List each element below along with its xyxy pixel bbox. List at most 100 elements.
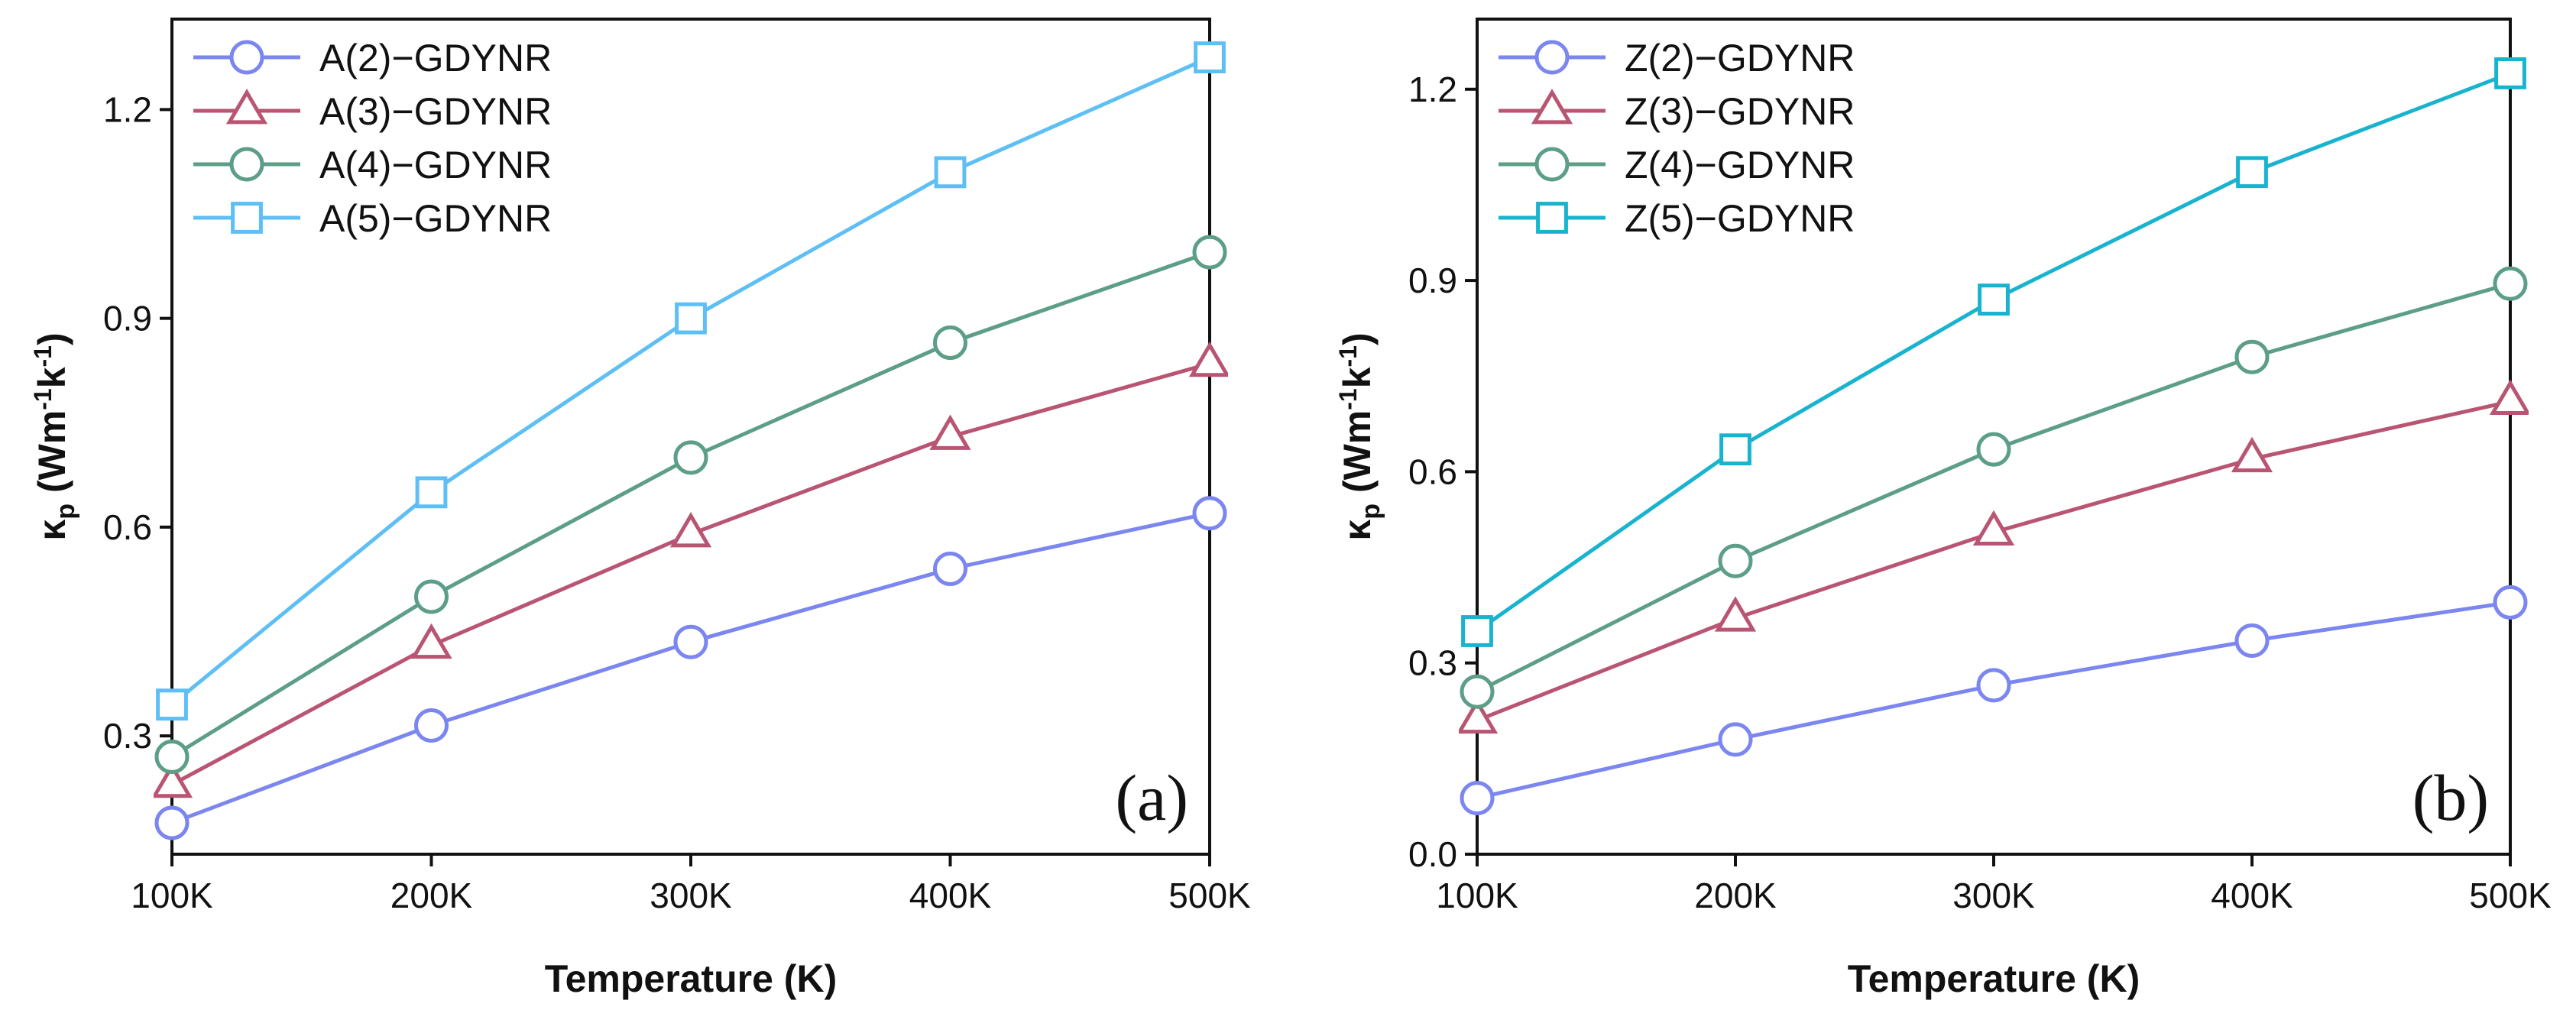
legend-marker [1534,147,1570,182]
data-point [2493,584,2528,620]
data-point [2494,57,2526,89]
data-point [1460,781,1495,816]
legend-label: Z(3)−GDYNR [1625,90,1855,133]
legend-label: A(2)−GDYNR [319,37,552,79]
y-axis-title: κp (Wm-1k-1) [29,332,80,540]
y-tick-label: 0.9 [103,299,152,338]
y-tick-label: 0.0 [1408,834,1457,874]
data-point [414,708,449,743]
x-tick-label: 500K [2469,876,2552,915]
y-axis-title-part: (Wm [1336,410,1379,504]
legend-marker [231,202,263,234]
y-axis-title-part: ) [31,332,73,345]
legend-label: A(5)−GDYNR [319,197,552,240]
x-tick-label: 400K [909,876,992,915]
y-tick-label: 1.2 [103,89,152,129]
data-point [1192,235,1227,270]
data-point [2234,339,2270,374]
y-axis-title-part: κ [31,520,73,541]
data-point [2493,266,2528,301]
data-point [1719,433,1751,466]
data-point [154,805,190,840]
x-tick-label: 400K [2211,876,2293,915]
data-point [2234,623,2270,658]
chart-panel-b: 100K 200K 300K 400K 500K 0.0 0.3 0.6 0.9 1.2 Tempe… [1334,18,2552,1000]
legend-label: Z(2)−GDYNR [1625,37,1855,79]
data-point [675,302,707,335]
x-tick-label: 500K [1168,876,1251,915]
legend-label: Z(4)−GDYNR [1625,144,1855,186]
panel-label: (b) [2412,761,2489,834]
legend-marker [229,40,264,75]
data-point [929,414,971,450]
y-tick-label: 0.3 [1408,643,1457,683]
x-tick-label: 300K [1952,876,2035,915]
x-tick-label: 100K [1436,876,1518,915]
data-point [415,476,448,509]
legend-marker [1534,40,1570,75]
y-axis-title-part: k [1336,367,1379,388]
data-point [2231,436,2273,473]
data-point [673,624,708,659]
data-point [934,156,967,189]
series-group [1459,57,2529,816]
legend-label: Z(5)−GDYNR [1625,197,1855,240]
legend: A(2)−GDYNR A(3)−GDYNR A(4)−GDYNR A(5)−GDYNR [193,37,552,240]
data-point [669,512,712,548]
data-point [1194,41,1226,73]
data-point [933,325,967,361]
legend-marker [225,89,268,125]
legend-marker [1536,202,1568,234]
data-point [2489,379,2529,415]
data-point [1718,543,1753,578]
legend-label: A(4)−GDYNR [319,144,552,186]
x-axis-title: Temperature (K) [1848,957,2140,1000]
data-point [154,762,193,798]
data-point [154,739,190,774]
y-tick-label: 1.2 [1408,70,1457,109]
series-line-4 [1476,281,2511,694]
y-axis-title-part: (Wm [31,410,73,504]
y-tick-label: 0.3 [103,716,152,756]
data-point [1976,432,2011,467]
data-point [414,579,449,614]
legend: Z(2)−GDYNR Z(3)−GDYNR Z(4)−GDYNR Z(5)−GDYNR [1499,37,1855,240]
y-tick-label: 0.6 [103,507,152,547]
y-tick-label: 0.6 [1408,452,1457,491]
y-axis-title-part: -1 [1334,388,1362,410]
y-axis-title-part: p [51,504,80,520]
x-tick-label: 300K [650,876,732,915]
data-point [1972,510,2015,546]
y-axis-title-part: -1 [29,345,57,367]
chart-panel-a: 100K 200K 300K 400K 500K 0.3 0.6 0.9 1.2 Temperat… [29,18,1251,1000]
data-point [1714,596,1757,632]
y-axis-title-part: -1 [29,388,57,410]
data-point [1188,341,1228,377]
data-point [156,688,188,721]
y-axis-title-part: p [1356,504,1385,520]
x-tick-label: 200K [390,876,473,915]
series-line-2 [171,511,1210,825]
data-point [933,552,967,587]
data-point [1459,698,1499,734]
x-axis-title: Temperature (K) [545,957,837,1000]
x-tick-label: 100K [131,876,213,915]
y-axis-title-part: κ [1336,520,1379,541]
y-axis-title-part: ) [1336,332,1379,345]
data-point [673,440,708,475]
x-tick-label: 200K [1694,876,1777,915]
panel-label: (a) [1116,761,1188,834]
y-axis-title-part: -1 [1334,345,1362,367]
data-point [1976,668,2011,703]
legend-marker [1531,89,1573,125]
data-point [1461,615,1493,647]
data-point [1460,674,1495,709]
data-point [2236,156,2268,189]
data-point [1192,496,1227,531]
series-line-3 [170,361,1210,787]
legend-label: A(3)−GDYNR [319,90,552,133]
y-axis-title-part: k [31,367,73,388]
data-point [1978,283,2010,316]
y-axis-title: κp (Wm-1k-1) [1334,332,1385,540]
